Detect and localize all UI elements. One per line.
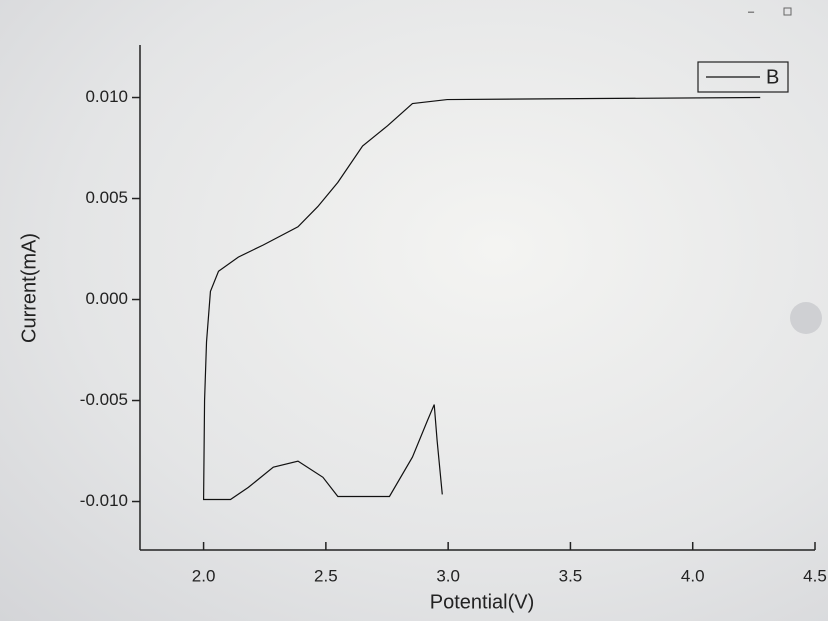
y-tick-label: 0.010 [85, 87, 128, 106]
x-tick-label: 3.5 [559, 566, 583, 585]
y-axis-label: Current(mA) [18, 233, 40, 343]
y-tick-label: -0.010 [80, 491, 128, 510]
y-tick-label: 0.000 [85, 289, 128, 308]
nav-button[interactable] [790, 302, 822, 334]
x-tick-label: 2.0 [192, 566, 216, 585]
legend-box [697, 61, 789, 93]
x-tick-label: 4.0 [681, 566, 705, 585]
window-control[interactable]: – [748, 6, 755, 18]
x-tick-label: 4.5 [803, 566, 827, 585]
x-axis-label: Potential(V) [430, 591, 535, 613]
x-tick-label: 3.0 [436, 566, 460, 585]
window-control[interactable] [783, 7, 792, 16]
legend [697, 61, 789, 93]
y-tick-label: -0.005 [80, 390, 128, 409]
legend-label: B [766, 66, 779, 88]
x-tick-label: 2.5 [314, 566, 338, 585]
y-tick-label: 0.005 [85, 188, 128, 207]
data-line [202, 96, 761, 501]
